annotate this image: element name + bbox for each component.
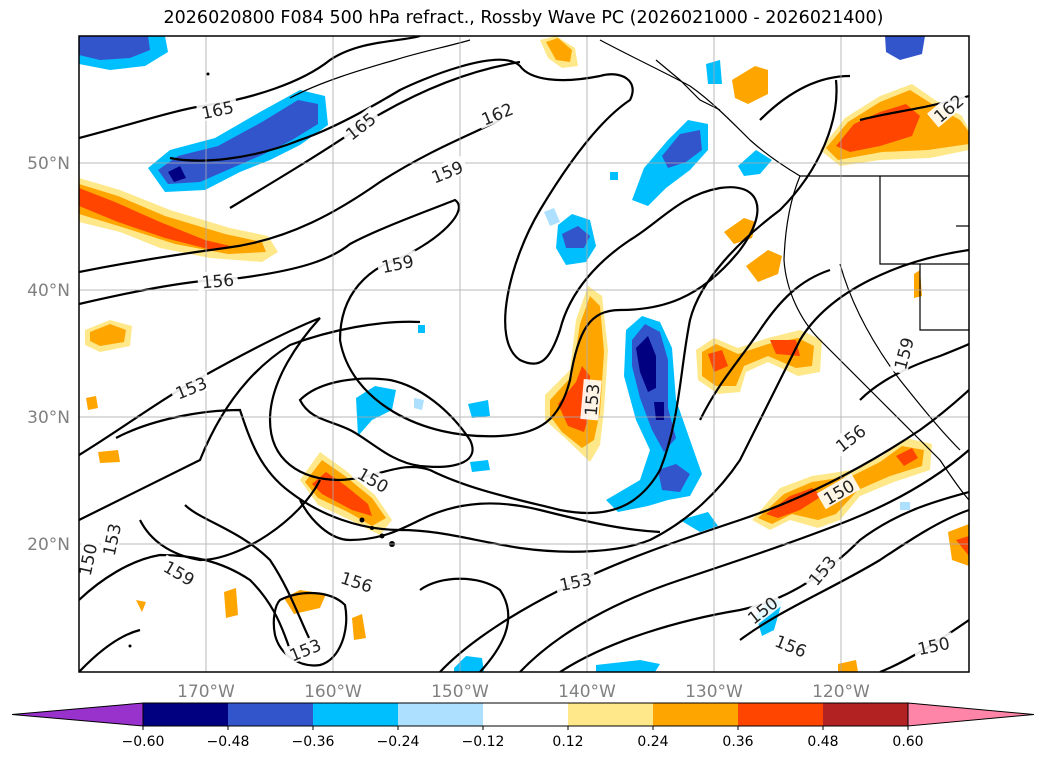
lon-label-170w: 170°W <box>177 682 235 702</box>
contour-label-bg <box>157 554 202 591</box>
lon-label-160w: 160°W <box>304 682 362 702</box>
colorbar-tick-label: 0.48 <box>807 734 838 750</box>
contour-label-bg <box>580 379 602 421</box>
colorbar-tick-label: 0.36 <box>722 734 753 750</box>
contour-label-bg <box>553 568 597 595</box>
map-layers: 165 165 162 1621591591591591561561561561531… <box>76 36 969 672</box>
colorbar-segment <box>313 703 398 726</box>
colorbar-segment <box>398 703 483 726</box>
contour-label-bg <box>351 461 396 498</box>
colorbar-segment <box>568 703 653 726</box>
colorbar-tick-label: −0.24 <box>377 734 420 750</box>
colorbar-tick-label: −0.12 <box>462 734 505 750</box>
lon-label-130w: 130°W <box>685 682 743 702</box>
contour-label: 153 <box>582 383 605 417</box>
contour-label-bg <box>740 590 784 630</box>
contour-label-bg <box>889 331 917 375</box>
contour-label-bg <box>98 517 125 561</box>
contour-labels: 165 165 162 1621591591591591561561561561531… <box>76 87 969 666</box>
colorbar-tick-label: −0.48 <box>207 734 250 750</box>
colorbar-frame <box>142 702 909 727</box>
lat-label-30n: 30°N <box>27 408 70 428</box>
colorbar-segment <box>228 703 313 726</box>
lon-label-140w: 140°W <box>558 682 616 702</box>
coastlines <box>289 39 969 501</box>
contour-label-bg <box>195 96 239 123</box>
colorbar-segment <box>823 703 908 726</box>
map-title: 2026020800 F084 500 hPa refract., Rossby… <box>163 8 884 28</box>
contour-label-bg <box>197 269 239 291</box>
colorbar-segment <box>483 703 568 726</box>
lat-label-40n: 40°N <box>27 281 70 301</box>
contour-label-bg <box>828 418 872 458</box>
contour-label-bg <box>911 632 955 659</box>
colorbar-segment <box>738 703 823 726</box>
colorbar-segment <box>143 703 228 726</box>
islands <box>128 72 395 648</box>
contour-label-bg <box>769 629 814 662</box>
colorbar-tick-label: 0.24 <box>637 734 668 750</box>
colorbar-arrow-left <box>11 702 144 727</box>
contour-label-bg <box>801 548 842 592</box>
contour-lines <box>79 36 969 672</box>
lon-label-120w: 120°W <box>812 682 870 702</box>
map-frame <box>78 35 970 673</box>
colorbar-arrow-right <box>907 702 1035 727</box>
colorbar-tick-label: 0.60 <box>892 734 923 750</box>
contour-label-bg <box>282 633 327 666</box>
contour-label-bg <box>168 371 213 404</box>
lat-label-20n: 20°N <box>27 535 70 555</box>
contour-label-bg <box>424 155 469 188</box>
contour-label-bg <box>375 250 419 277</box>
lon-label-150w: 150°W <box>431 682 489 702</box>
contour-label: 156 <box>201 271 235 294</box>
contour-label-bg <box>474 97 519 130</box>
contour-label-bg <box>926 87 969 128</box>
colorbar-tick-label: −0.60 <box>122 734 165 750</box>
colorbar-tick-label: 0.12 <box>552 734 583 750</box>
colorbar: −0.60 −0.48 −0.36 −0.24 −0.12 0.12 0.24 0.36 0.4… <box>11 702 1035 750</box>
colorbar-segment <box>653 703 738 726</box>
contour-label-bg <box>816 473 861 510</box>
lat-label-50n: 50°N <box>27 154 70 174</box>
gridlines <box>79 36 969 672</box>
contour-label-bg <box>338 106 382 146</box>
contour-label-bg <box>79 537 101 581</box>
colorbar-tick-label: −0.36 <box>292 734 335 750</box>
contour-label-bg <box>335 566 379 596</box>
contour-label: 150 <box>76 542 102 578</box>
